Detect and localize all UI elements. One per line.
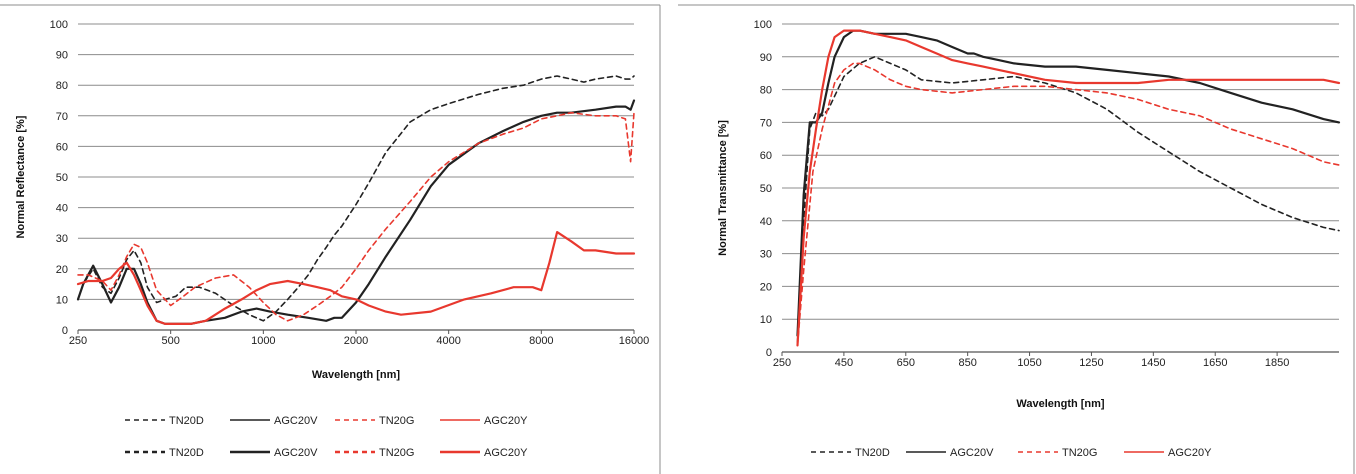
x-tick-label: 1650 [1203, 357, 1227, 369]
legend-label-agc20y: AGC20Y [484, 447, 528, 459]
y-tick-label: 10 [760, 314, 772, 326]
y-tick-label: 60 [760, 150, 772, 162]
y-tick-label: 40 [760, 216, 772, 228]
y-tick-label: 30 [56, 233, 68, 245]
x-tick-label: 650 [897, 357, 915, 369]
legend-label-agc20v: AGC20V [950, 447, 994, 459]
x-tick-label: 16000 [619, 335, 650, 347]
x-tick-label: 1450 [1141, 357, 1165, 369]
x-tick-label: 1850 [1265, 357, 1289, 369]
y-tick-label: 50 [760, 183, 772, 195]
legend-label-tn20d: TN20D [169, 415, 204, 427]
legend-label-tn20d: TN20D [169, 447, 204, 459]
y-tick-label: 100 [754, 19, 772, 31]
series-line-tn20g [796, 62, 1340, 347]
y-tick-label: 20 [760, 281, 772, 293]
y-axis-title: Normal Transmittance [%] [717, 120, 729, 256]
y-tick-label: 90 [760, 52, 772, 64]
legend-label-tn20d: TN20D [855, 447, 890, 459]
series-line-agc20v [796, 29, 1341, 337]
y-tick-label: 80 [760, 85, 772, 97]
y-tick-label: 60 [56, 141, 68, 153]
legend-label-tn20g: TN20G [379, 415, 414, 427]
series-line-agc20v [76, 99, 636, 325]
series-line-agc20y [796, 29, 1341, 347]
y-tick-label: 40 [56, 203, 68, 215]
y-tick-label: 0 [766, 347, 772, 359]
x-tick-label: 2000 [344, 335, 368, 347]
x-tick-label: 8000 [529, 335, 553, 347]
legend-label-tn20g: TN20G [1062, 447, 1097, 459]
legend-label-tn20g: TN20G [379, 447, 414, 459]
x-tick-label: 500 [161, 335, 179, 347]
x-tick-label: 1250 [1079, 357, 1103, 369]
y-tick-label: 20 [56, 264, 68, 276]
transmittance-chart: 0 10 20 30 40 50 60 70 80 90 100 250 450 650 850 1050 12… [678, 4, 1355, 474]
y-tick-label: 50 [56, 172, 68, 184]
x-axis-title: Wavelength [nm] [312, 369, 401, 381]
x-tick-label: 850 [958, 357, 976, 369]
x-tick-label: 1050 [1017, 357, 1041, 369]
legend-label-agc20y: AGC20Y [1168, 447, 1212, 459]
y-tick-label: 10 [56, 294, 68, 306]
x-tick-label: 250 [69, 335, 87, 347]
y-tick-label: 90 [56, 50, 68, 62]
series-line-tn20d [77, 75, 635, 322]
x-axis-title: Wavelength [nm] [1016, 398, 1105, 410]
x-tick-label: 4000 [436, 335, 460, 347]
y-axis-title: Normal Reflectance [%] [15, 115, 27, 238]
y-tick-label: 80 [56, 80, 68, 92]
y-tick-label: 100 [50, 19, 68, 31]
reflectance-chart: 0 10 20 30 40 50 60 70 80 90 100 250 500 1000 2000 4000… [0, 4, 661, 474]
series-line-tn20d [796, 56, 1340, 343]
y-tick-label: 0 [62, 325, 68, 337]
series-line-agc20y [76, 231, 636, 325]
legend-label-agc20y: AGC20Y [484, 415, 528, 427]
y-tick-label: 30 [760, 249, 772, 261]
legend-label-agc20v: AGC20V [274, 415, 318, 427]
x-tick-label: 1000 [251, 335, 275, 347]
y-tick-label: 70 [56, 111, 68, 123]
series-line-tn20g [77, 111, 635, 322]
x-tick-label: 450 [835, 357, 853, 369]
legend-label-agc20v: AGC20V [274, 447, 318, 459]
y-tick-label: 70 [760, 117, 772, 129]
x-tick-label: 250 [773, 357, 791, 369]
